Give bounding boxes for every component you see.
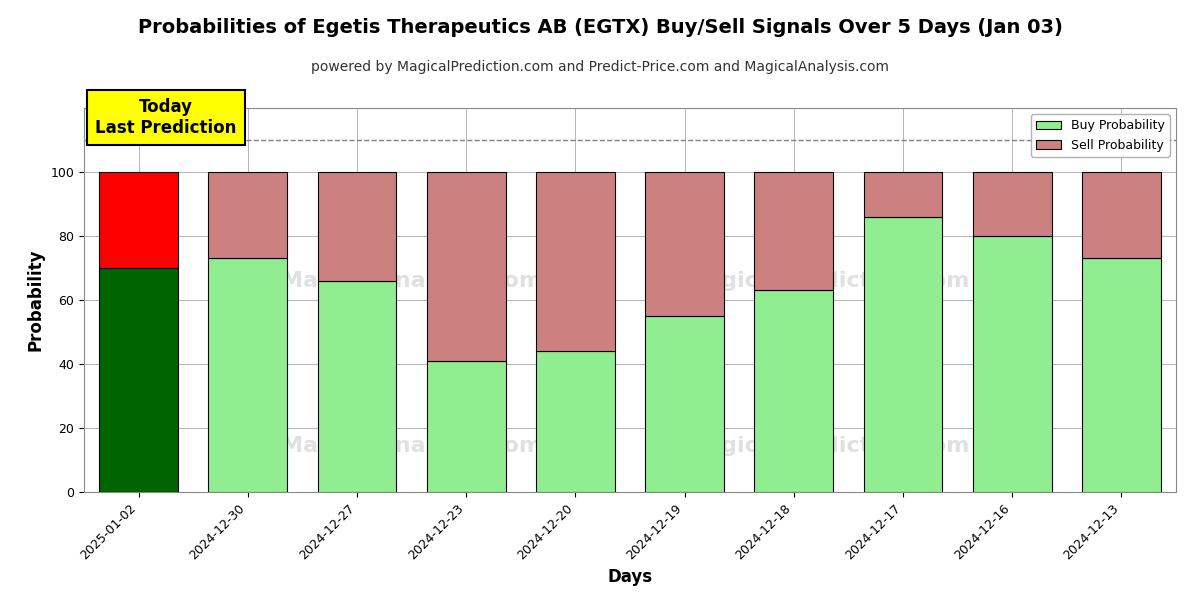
Bar xyxy=(427,172,505,361)
Text: MagicalAnalysis.com: MagicalAnalysis.com xyxy=(281,271,542,291)
Bar xyxy=(646,172,724,316)
Bar xyxy=(973,172,1051,236)
Bar xyxy=(646,316,724,492)
Text: MagicalAnalysis.com: MagicalAnalysis.com xyxy=(281,436,542,456)
Text: MagicalPrediction.com: MagicalPrediction.com xyxy=(684,271,970,291)
Bar xyxy=(864,217,942,492)
Bar xyxy=(755,172,833,290)
Legend: Buy Probability, Sell Probability: Buy Probability, Sell Probability xyxy=(1031,114,1170,157)
Bar xyxy=(536,351,614,492)
Bar xyxy=(427,361,505,492)
Bar xyxy=(973,236,1051,492)
Text: powered by MagicalPrediction.com and Predict-Price.com and MagicalAnalysis.com: powered by MagicalPrediction.com and Pre… xyxy=(311,60,889,74)
Bar xyxy=(209,172,287,259)
Text: Probabilities of Egetis Therapeutics AB (EGTX) Buy/Sell Signals Over 5 Days (Jan: Probabilities of Egetis Therapeutics AB … xyxy=(138,18,1062,37)
Y-axis label: Probability: Probability xyxy=(26,249,44,351)
Bar xyxy=(318,281,396,492)
Bar xyxy=(100,268,178,492)
Bar xyxy=(209,259,287,492)
X-axis label: Days: Days xyxy=(607,568,653,586)
Bar xyxy=(100,172,178,268)
Bar xyxy=(864,172,942,217)
Text: Today
Last Prediction: Today Last Prediction xyxy=(95,98,236,137)
Text: MagicalPrediction.com: MagicalPrediction.com xyxy=(684,436,970,456)
Bar xyxy=(536,172,614,351)
Bar xyxy=(318,172,396,281)
Bar xyxy=(755,290,833,492)
Bar xyxy=(1082,172,1160,259)
Bar xyxy=(1082,259,1160,492)
